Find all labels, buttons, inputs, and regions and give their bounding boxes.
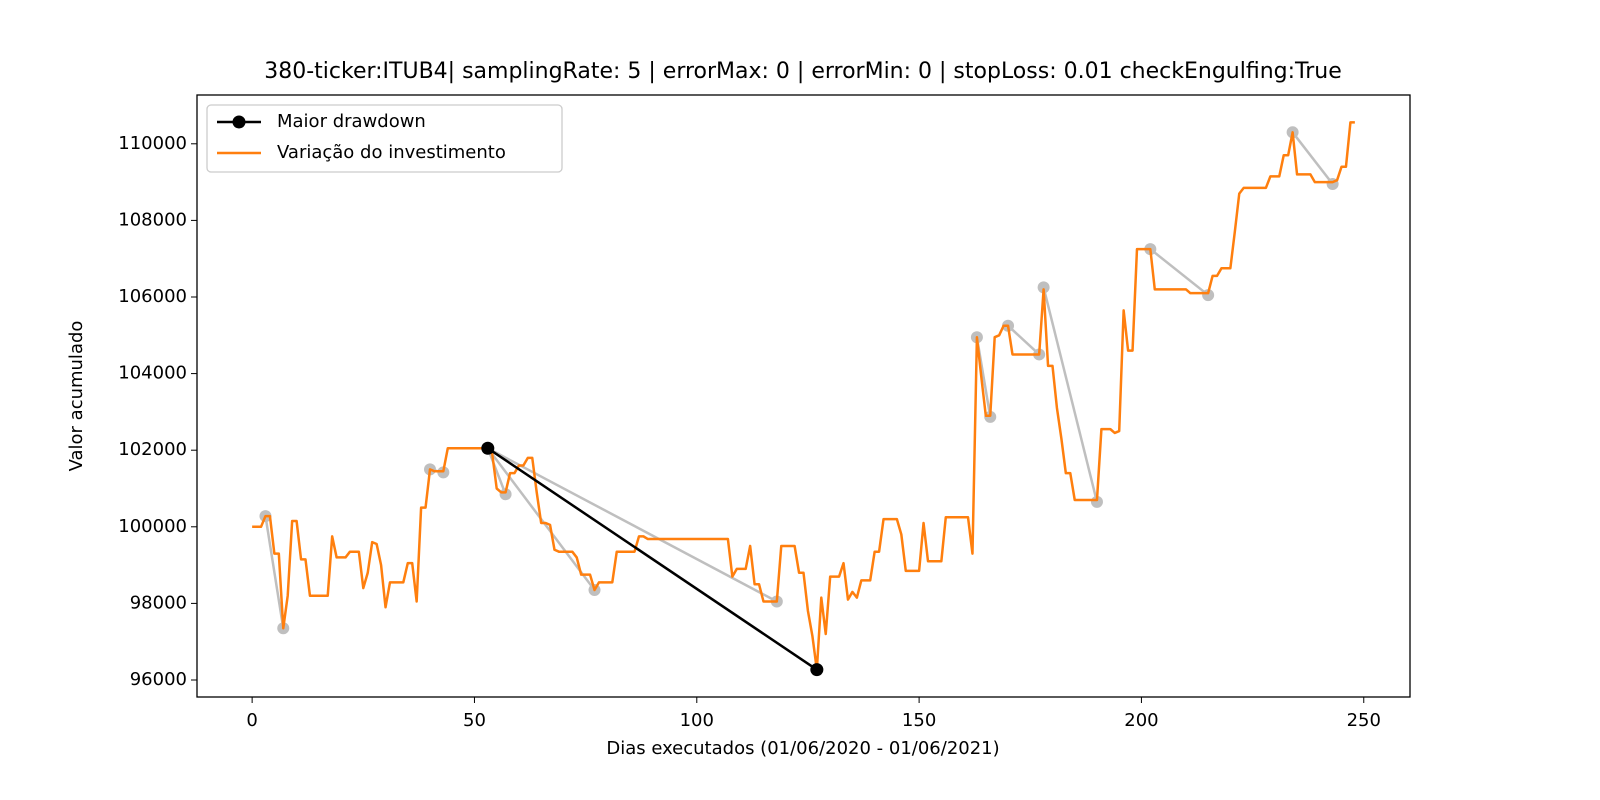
drawdown-line — [1291, 131, 1334, 185]
series-point — [481, 441, 495, 455]
series-line — [487, 447, 818, 671]
legend-box — [206, 104, 563, 173]
drawdown-line — [487, 447, 778, 603]
legend: Maior drawdown Variação do investimento — [206, 104, 563, 173]
chart-title: 380-ticker:ITUB4| samplingRate: 5 | erro… — [264, 59, 1342, 84]
drawdown-line — [1149, 248, 1209, 297]
y-axis-label: Valor acumulado — [66, 321, 87, 472]
drawdown-line — [1042, 287, 1099, 503]
legend-label: Variação do investimento — [277, 142, 506, 163]
y-tick-label: 100000 — [118, 516, 187, 537]
x-tick-label: 250 — [1347, 710, 1381, 731]
y-tick-label: 110000 — [118, 133, 187, 154]
x-tick-label: 150 — [902, 710, 936, 731]
legend-marker — [232, 115, 246, 129]
drawdown-line — [1007, 324, 1041, 356]
plot-frame — [196, 94, 1411, 698]
x-axis-label: Dias executados (01/06/2020 - 01/06/2021… — [606, 738, 999, 759]
y-tick-label: 104000 — [118, 363, 187, 384]
drawdown-line — [264, 515, 285, 629]
series-point — [810, 663, 824, 677]
legend-label: Maior drawdown — [277, 111, 426, 132]
series-line — [252, 121, 1355, 671]
drawdown-point — [1037, 281, 1050, 294]
x-tick-label: 50 — [463, 710, 486, 731]
x-tick-label: 0 — [246, 710, 257, 731]
y-tick-label: 108000 — [118, 209, 187, 230]
y-tick-label: 102000 — [118, 439, 187, 460]
x-tick-label: 200 — [1124, 710, 1158, 731]
y-tick-label: 96000 — [130, 669, 187, 690]
y-tick-label: 98000 — [130, 592, 187, 613]
x-tick-label: 100 — [680, 710, 714, 731]
y-tick-label: 106000 — [118, 286, 187, 307]
drawdown-line — [486, 447, 507, 495]
